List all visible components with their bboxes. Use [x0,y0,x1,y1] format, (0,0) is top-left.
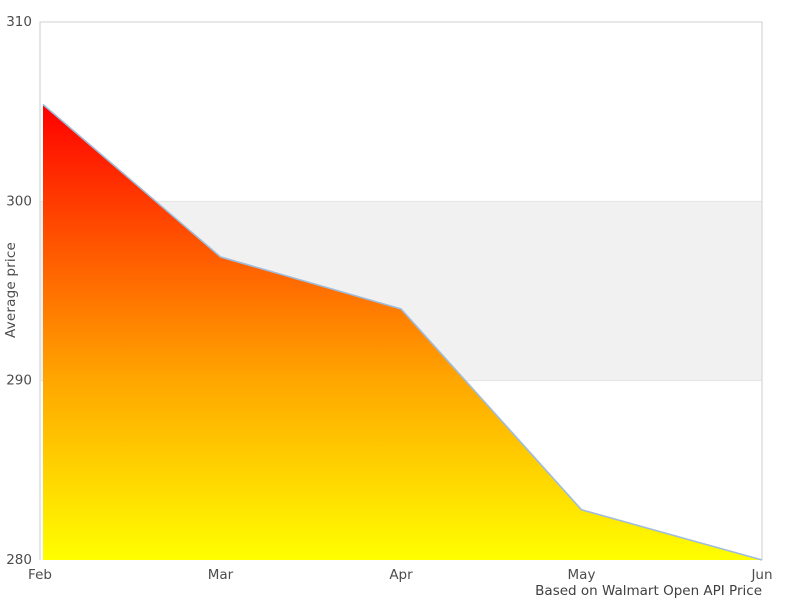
y-tick-label: 300 [6,193,32,209]
x-tick-label: May [568,567,596,583]
chart-caption: Based on Walmart Open API Price [535,583,762,599]
x-tick-label: Mar [208,567,234,583]
y-tick-label: 310 [6,14,32,30]
price-area [43,104,762,560]
y-tick-label: 280 [6,552,32,568]
y-axis-label: Average price [3,242,19,338]
x-tick-label: Feb [28,567,52,583]
x-tick-label: Apr [389,567,413,583]
x-tick-label: Jun [750,567,772,583]
y-tick-label: 290 [6,373,32,389]
price-line [42,103,763,561]
plot-border [39,21,763,560]
